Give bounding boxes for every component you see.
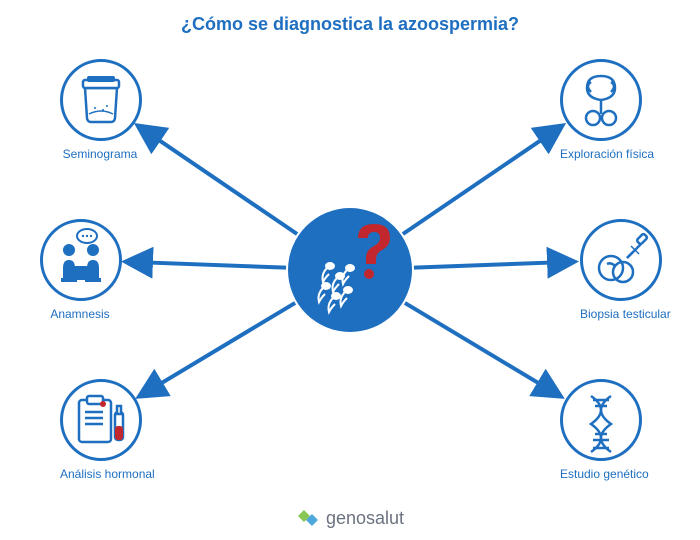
page-title: ¿Cómo se diagnostica la azoospermia?	[0, 0, 700, 35]
anatomy-icon	[563, 62, 639, 138]
hormonal-circle	[60, 379, 142, 461]
fisica-circle	[560, 59, 642, 141]
genetico-circle	[560, 379, 642, 461]
logo: genosalut	[296, 506, 404, 530]
genetico-label: Estudio genético	[560, 467, 640, 481]
node-anamnesis: Anamnesis	[40, 219, 120, 321]
node-biopsia: Biopsia testicular	[580, 219, 660, 321]
node-fisica: Exploración física	[560, 59, 640, 161]
biopsy-icon	[583, 222, 659, 298]
node-hormonal: Análisis hormonal	[60, 379, 140, 481]
clipboard-icon	[63, 382, 139, 458]
center-node	[288, 208, 412, 332]
cup-icon	[63, 62, 139, 138]
anamnesis-circle	[40, 219, 122, 301]
node-seminograma: Seminograma	[60, 59, 140, 161]
sperm-question-icon	[288, 208, 412, 332]
seminograma-label: Seminograma	[60, 147, 140, 161]
interview-icon	[43, 222, 119, 298]
biopsia-label: Biopsia testicular	[580, 307, 660, 321]
biopsia-circle	[580, 219, 662, 301]
node-genetico: Estudio genético	[560, 379, 640, 481]
dna-icon	[563, 382, 639, 458]
hormonal-label: Análisis hormonal	[60, 467, 140, 481]
anamnesis-label: Anamnesis	[40, 307, 120, 321]
logo-text: genosalut	[326, 508, 404, 529]
seminograma-circle	[60, 59, 142, 141]
logo-icon	[296, 506, 320, 530]
fisica-label: Exploración física	[560, 147, 640, 161]
